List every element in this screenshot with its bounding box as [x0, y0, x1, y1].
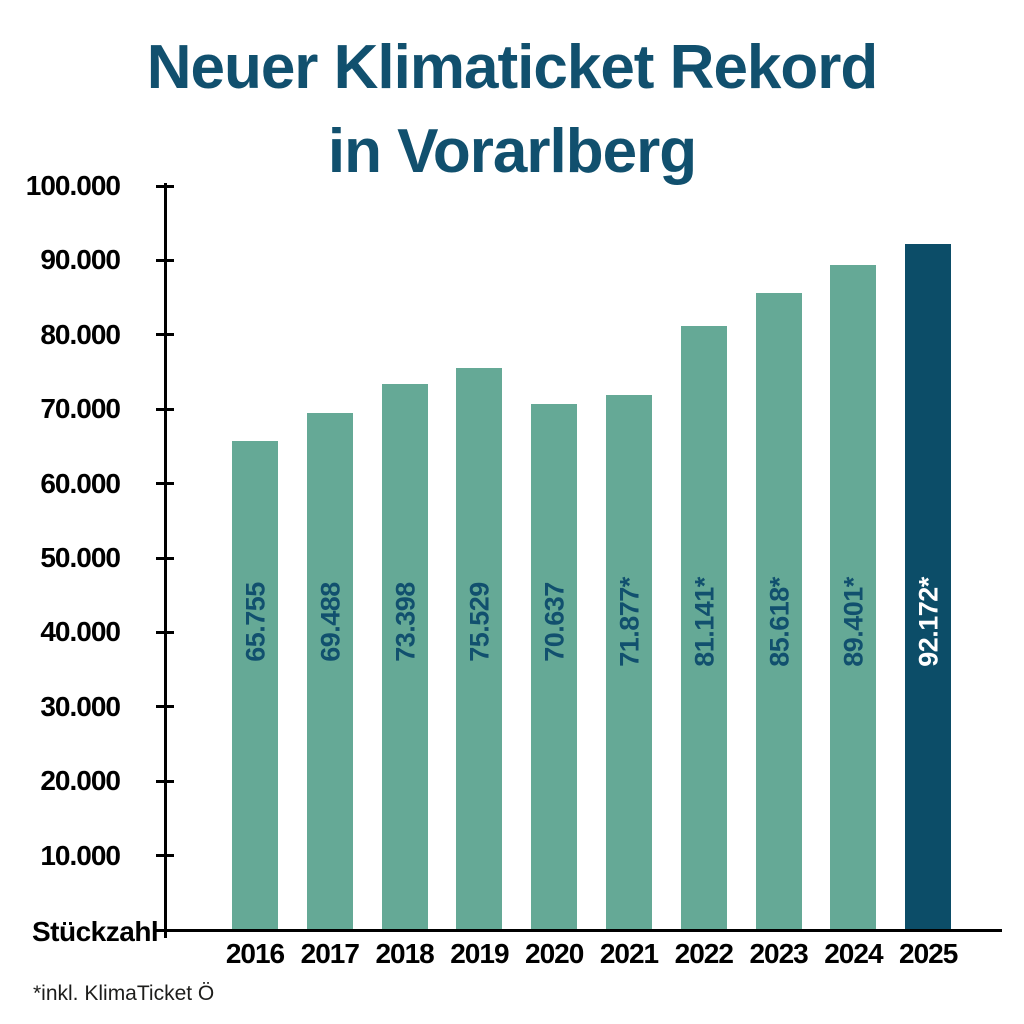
bar-2021 — [606, 395, 652, 930]
bar-value-label: 69.488 — [315, 582, 346, 662]
y-tick-label: 100.000 — [25, 170, 121, 201]
y-tick — [156, 854, 174, 858]
x-tick-label: 2016 — [225, 938, 285, 969]
bar-value-label: 75.529 — [464, 582, 495, 662]
bar-value-label: 89.401* — [838, 577, 869, 667]
bar-2022 — [680, 326, 727, 930]
x-tick-label: 2021 — [599, 938, 659, 969]
y-tick — [156, 779, 174, 783]
y-tick-label: 80.000 — [40, 318, 121, 350]
y-tick-label: 60.000 — [40, 467, 121, 499]
y-tick — [156, 482, 174, 486]
bar-2016 — [232, 440, 278, 930]
bar-value-label: 71.877* — [614, 577, 645, 667]
y-tick — [156, 556, 174, 560]
y-tick — [156, 705, 174, 709]
bar-value-label: 81.141* — [689, 577, 720, 667]
bar-2019 — [456, 368, 503, 930]
bar-2017 — [306, 413, 353, 930]
x-axis-line — [156, 929, 1002, 932]
y-tick-label: 90.000 — [40, 244, 121, 276]
bar-value-label: 70.637 — [539, 582, 570, 662]
x-tick-label: 2025 — [899, 938, 958, 969]
y-tick-label: 50.000 — [40, 542, 121, 573]
chart-title-line2: in Vorarlberg — [327, 117, 697, 186]
y-tick — [156, 407, 174, 411]
y-tick-label: 70.000 — [40, 393, 121, 425]
y-tick-label: 30.000 — [40, 690, 121, 722]
x-tick-label: 2019 — [450, 938, 509, 969]
bar-2023 — [755, 293, 802, 930]
y-axis-line — [164, 183, 167, 938]
y-tick-label: 10.000 — [40, 839, 121, 871]
y-tick — [156, 184, 174, 188]
chart-title-line1: Neuer Klimaticket Rekord — [146, 33, 879, 102]
x-tick-label: 2024 — [824, 938, 883, 969]
x-tick-label: 2023 — [749, 938, 808, 969]
y-tick-label: 40.000 — [40, 616, 121, 648]
bar-value-label: 85.618* — [764, 577, 795, 667]
chart-title: Neuer Klimaticket Rekord in Vorarlberg — [0, 26, 1024, 194]
bar-2024 — [830, 264, 877, 930]
x-tick-label: 2020 — [525, 938, 584, 969]
x-tick-label: 2022 — [674, 938, 734, 969]
bar-value-label: 73.398 — [390, 582, 421, 662]
x-tick-label: 2017 — [300, 938, 360, 969]
bar-value-label: 65.755 — [240, 582, 271, 662]
y-tick — [156, 333, 174, 337]
y-tick-label: 20.000 — [40, 765, 121, 797]
bar-2018 — [381, 383, 428, 930]
bar-2025 — [905, 244, 952, 930]
bar-2020 — [531, 404, 578, 930]
y-axis-title: Stückzahl — [32, 916, 159, 947]
y-tick — [156, 258, 174, 262]
bar-value-label: 92.172* — [913, 577, 944, 667]
footnote: *inkl. KlimaTicket Ö — [33, 982, 215, 1005]
x-tick-label: 2018 — [375, 938, 434, 969]
y-tick — [156, 630, 174, 634]
